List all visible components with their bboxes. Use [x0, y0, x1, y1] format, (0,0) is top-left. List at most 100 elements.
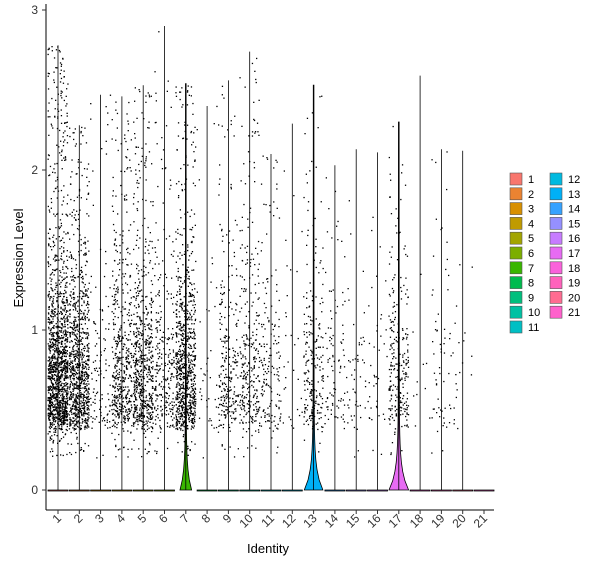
- violin-8: [196, 489, 218, 492]
- x-tick-label: 15: [343, 511, 363, 531]
- legend-label-5: 5: [528, 233, 534, 245]
- x-tick-label: 16: [364, 511, 384, 531]
- points-2: [68, 126, 90, 456]
- legend-label-6: 6: [528, 248, 534, 260]
- y-axis-title: Expression Level: [11, 208, 26, 307]
- points-7: [175, 85, 197, 456]
- legend-label-21: 21: [568, 307, 580, 319]
- x-tick-label: 8: [199, 511, 214, 526]
- y-tick-label: 2: [31, 163, 38, 177]
- violin-6: [154, 489, 175, 492]
- violin-group-3: [90, 94, 112, 492]
- x-axis-title: Identity: [247, 541, 289, 556]
- points-12: [282, 170, 303, 429]
- legend-key-20: [549, 291, 563, 304]
- legend-key-18: [549, 261, 563, 275]
- legend-label-3: 3: [528, 204, 534, 216]
- violin-5: [132, 489, 154, 492]
- violin-20: [452, 489, 474, 492]
- legend-key-11: [509, 320, 523, 334]
- legend-key-16: [549, 231, 563, 245]
- violin-18: [409, 489, 431, 492]
- violin-group-16: [367, 152, 388, 492]
- legend-label-9: 9: [528, 292, 534, 304]
- points-20: [452, 264, 473, 430]
- points-6: [154, 31, 175, 455]
- legend-label-14: 14: [568, 204, 580, 216]
- legend-label-12: 12: [568, 174, 580, 186]
- legend-label-17: 17: [568, 248, 580, 260]
- x-tick-label: 6: [156, 511, 171, 526]
- violin-group-6: [154, 26, 175, 492]
- legend-key-14: [549, 202, 563, 215]
- x-tick-label: 20: [449, 511, 469, 531]
- legend-key-3: [509, 202, 523, 215]
- violin-group-18: [409, 75, 431, 492]
- violin-12: [281, 489, 303, 492]
- violin-14: [324, 489, 346, 492]
- violin-group-1: [47, 45, 69, 492]
- violin-2: [68, 489, 90, 492]
- x-tick-label: 7: [177, 511, 192, 526]
- violin-group-13: [303, 84, 325, 491]
- legend-key-12: [549, 172, 563, 186]
- legend-key-8: [509, 276, 523, 289]
- legend-label-8: 8: [528, 278, 534, 290]
- violin-group-15: [345, 149, 367, 492]
- violin-group-4: [111, 96, 133, 492]
- legend-label-15: 15: [568, 218, 580, 230]
- legend-key-9: [509, 291, 523, 304]
- points-14: [324, 177, 346, 430]
- violin-4: [111, 489, 133, 492]
- y-tick-label: 0: [31, 483, 38, 497]
- violin-group-8: [196, 105, 218, 492]
- violin-group-14: [324, 165, 346, 492]
- legend-label-20: 20: [568, 292, 580, 304]
- points-17: [388, 125, 410, 456]
- violin-16: [367, 489, 388, 492]
- legend-key-13: [549, 187, 563, 201]
- violin-3: [90, 489, 111, 492]
- x-tick-label: 13: [300, 511, 320, 531]
- x-tick-label: 21: [471, 511, 491, 531]
- legend-key-2: [509, 187, 523, 201]
- violin-group-7: [175, 83, 197, 491]
- legend-key-19: [549, 276, 563, 289]
- legend-label-4: 4: [528, 218, 534, 230]
- axes: [45, 4, 494, 511]
- legend-key-1: [509, 172, 523, 186]
- points-4: [111, 101, 133, 458]
- points-13: [303, 95, 325, 453]
- points-19: [431, 151, 452, 454]
- y-tick-label: 1: [31, 323, 38, 337]
- legend-key-21: [549, 305, 563, 319]
- points-9: [217, 85, 239, 458]
- violin-group-11: [260, 154, 282, 492]
- x-tick-label: 1: [49, 511, 64, 526]
- legend-label-18: 18: [568, 263, 580, 275]
- violin-15: [345, 489, 367, 492]
- violin-group-10: [239, 51, 261, 492]
- legend-key-6: [509, 246, 523, 260]
- points-1: [47, 46, 69, 457]
- violin-group-19: [431, 149, 452, 492]
- violin-9: [218, 489, 239, 492]
- legend-label-11: 11: [528, 322, 539, 334]
- x-tick-label: 4: [113, 511, 128, 526]
- points-5: [132, 87, 154, 458]
- x-tick-label: 10: [236, 511, 256, 531]
- legend-label-10: 10: [528, 307, 540, 319]
- legend-label-1: 1: [528, 174, 534, 186]
- y-ticks: 0 1 2 3: [31, 3, 46, 497]
- x-tick-label: 14: [322, 511, 342, 531]
- x-tick-label: 3: [92, 511, 107, 526]
- violin-10: [239, 489, 261, 492]
- violin-group-2: [68, 125, 90, 492]
- legend-label-16: 16: [568, 233, 580, 245]
- x-tick-label: 2: [71, 511, 86, 526]
- violin-group-21: [473, 489, 495, 492]
- x-tick-label: 18: [407, 511, 427, 531]
- points-11: [260, 155, 282, 454]
- x-tick-label: 17: [386, 511, 406, 531]
